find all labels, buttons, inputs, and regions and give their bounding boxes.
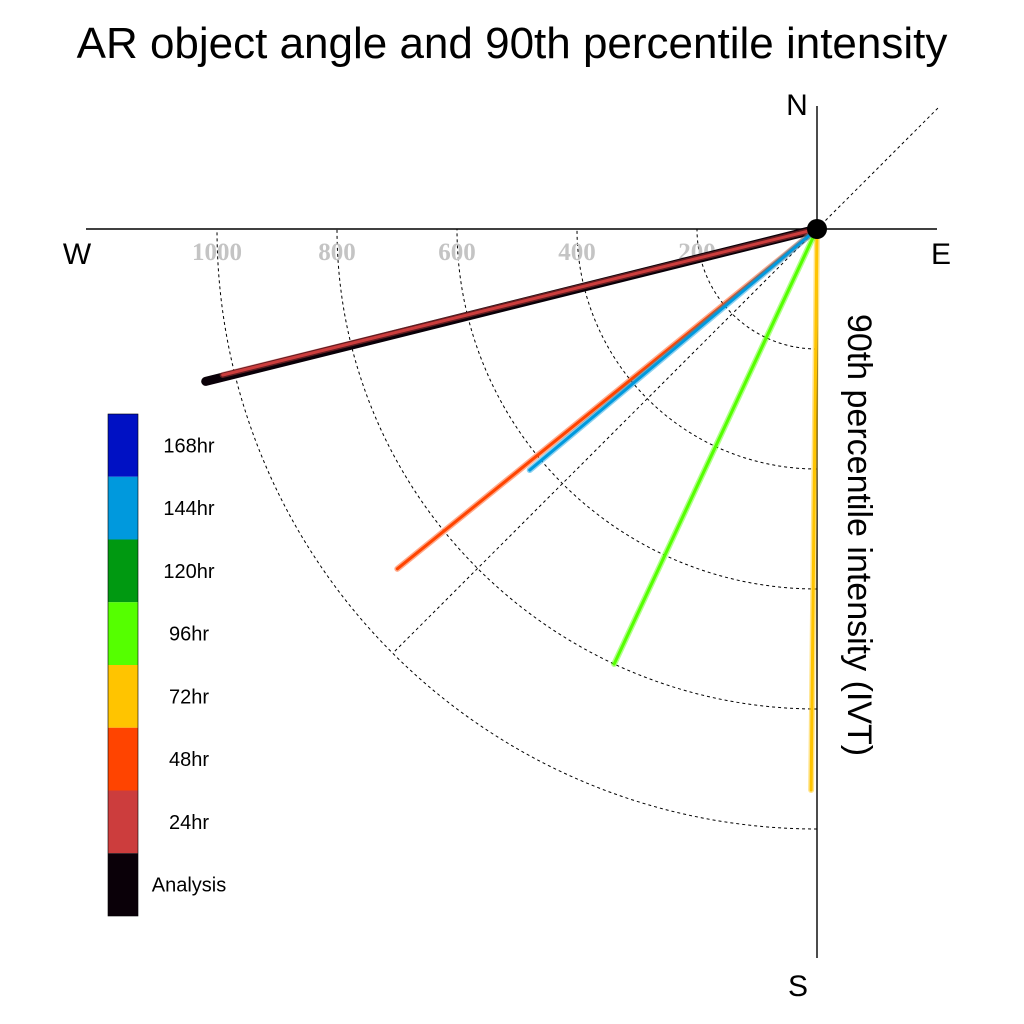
- series-line-48hr: [395, 227, 819, 571]
- series-line-24hr: [221, 227, 819, 377]
- legend-label-168hr: 168hr: [163, 435, 214, 457]
- legend-frame: [107, 413, 139, 917]
- south-label: S: [788, 970, 808, 1003]
- north-label: N: [786, 89, 808, 122]
- east-label: E: [931, 238, 951, 271]
- legend-label-72hr: 72hr: [169, 686, 209, 708]
- y-axis-label: 90th percentile intensity (IVT): [840, 314, 878, 756]
- tick-label-400: 400: [558, 239, 596, 266]
- series-144hr: [526, 226, 820, 474]
- series: [201, 224, 822, 793]
- tick-label-600: 600: [438, 239, 476, 266]
- legend: 168hr 144hr 120hr 96hr 72hr 48hr 24hr Analysis: [107, 413, 226, 917]
- legend-swatch-72hr: [108, 665, 138, 728]
- diagonal-grid-line: [392, 228, 818, 654]
- west-label: W: [63, 238, 92, 271]
- legend-swatch-96hr: [108, 602, 138, 665]
- legend-label-120hr: 120hr: [163, 561, 214, 583]
- diagonal-reference-line: [816, 105, 941, 230]
- legend-swatch-144hr: [108, 476, 138, 540]
- series-line-96hr: [612, 227, 819, 666]
- legend-label-analysis: Analysis: [152, 875, 226, 897]
- legend-label-144hr: 144hr: [163, 498, 214, 520]
- legend-label-96hr: 96hr: [169, 624, 209, 646]
- tick-label-800: 800: [318, 239, 356, 266]
- legend-swatch-120hr: [108, 539, 138, 603]
- origin-point: [807, 219, 827, 239]
- series-24hr: [219, 226, 820, 378]
- series-line-72hr: [809, 227, 819, 792]
- legend-swatch-168hr: [108, 414, 138, 477]
- legend-label-48hr: 48hr: [169, 749, 209, 771]
- legend-swatch-24hr: [108, 790, 138, 854]
- tick-label-1000: 1000: [192, 239, 242, 266]
- series-line-144hr: [528, 227, 819, 472]
- legend-swatch-analysis: [108, 853, 138, 916]
- chart-title: AR object angle and 90th percentile inte…: [77, 19, 948, 68]
- series-72hr: [808, 226, 820, 793]
- legend-swatch-48hr: [108, 727, 138, 791]
- legend-label-24hr: 24hr: [169, 812, 209, 834]
- series-48hr: [394, 226, 820, 572]
- series-96hr: [611, 226, 820, 668]
- grid: [216, 228, 818, 830]
